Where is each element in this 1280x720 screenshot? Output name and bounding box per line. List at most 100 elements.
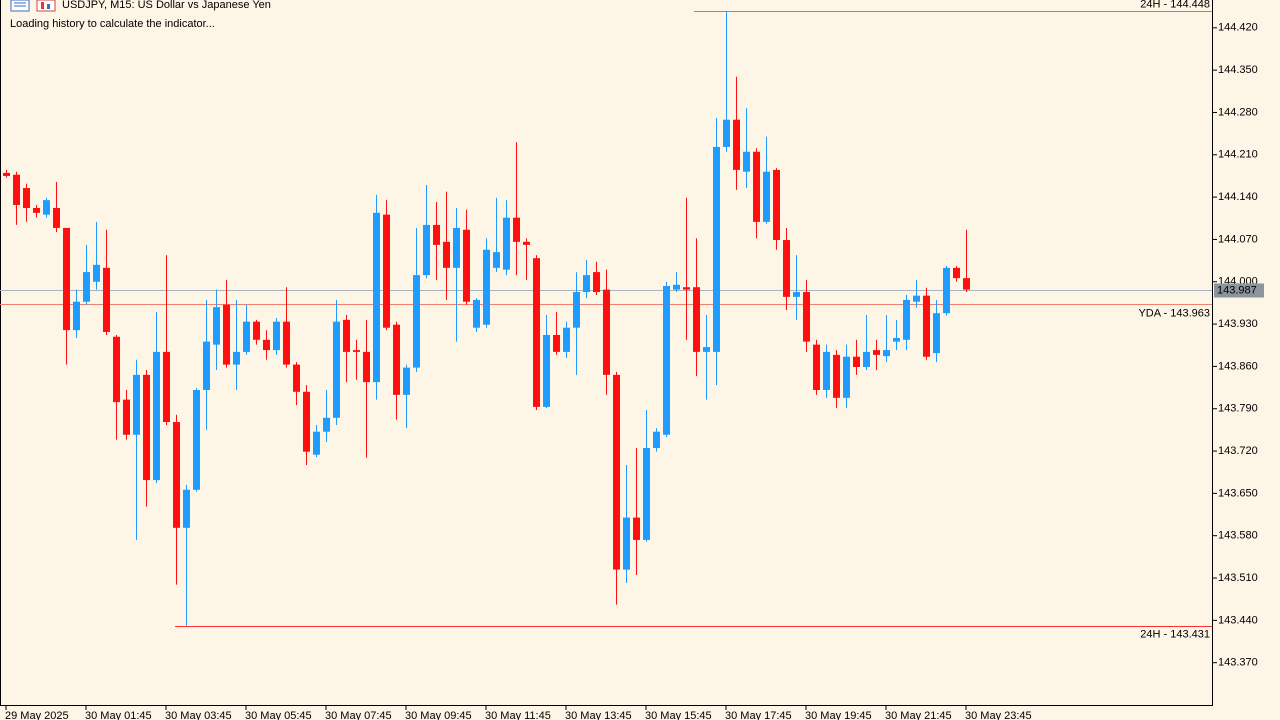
candle-body	[233, 351, 240, 365]
candle-body	[473, 299, 480, 328]
candle-body	[43, 200, 50, 215]
level-label: 24H - 144.448	[1140, 0, 1210, 10]
candle-body	[483, 249, 490, 325]
candle-body	[113, 336, 120, 403]
level-label: YDA - 143.963	[1138, 307, 1210, 319]
candle-body	[203, 341, 210, 390]
candle-body	[223, 304, 230, 365]
candle-body	[73, 301, 80, 331]
y-tick-label: 143.370	[1218, 657, 1258, 669]
candle-body	[53, 207, 60, 228]
candle-body	[643, 448, 650, 540]
candle-body	[593, 272, 600, 293]
x-tick-label: 30 May 01:45	[85, 710, 152, 720]
candle-body	[183, 489, 190, 528]
candle-body	[603, 289, 610, 375]
candle-body	[873, 350, 880, 355]
candle-body	[333, 321, 340, 418]
candle-body	[423, 224, 430, 276]
candle-body	[783, 240, 790, 297]
y-tick-label: 143.510	[1218, 572, 1258, 584]
x-tick-label: 30 May 11:45	[485, 710, 551, 720]
icon-chart	[36, 0, 56, 12]
candle-body	[143, 374, 150, 481]
candle-body	[353, 350, 360, 352]
candle-body	[213, 307, 220, 345]
candle-body	[83, 272, 90, 302]
candle-body	[673, 284, 680, 290]
candle-body	[193, 389, 200, 490]
candle-body	[713, 146, 720, 352]
candle-body	[883, 350, 890, 357]
candle-body	[663, 285, 670, 435]
y-tick-label: 143.650	[1218, 487, 1258, 499]
y-tick-label: 143.720	[1218, 445, 1258, 457]
candle-body	[443, 241, 450, 268]
candle-body	[413, 275, 420, 368]
candle-body	[703, 347, 710, 352]
candle-body	[23, 188, 30, 208]
candle-body	[843, 356, 850, 398]
x-tick-label: 30 May 21:45	[885, 710, 952, 720]
candle-body	[833, 354, 840, 398]
candle-body	[453, 227, 460, 268]
candle-body	[733, 119, 740, 170]
candle-body	[293, 364, 300, 392]
level-label: 24H - 143.431	[1140, 628, 1210, 640]
candle-body	[863, 351, 870, 368]
current-price-box	[1214, 283, 1264, 298]
candle-body	[173, 422, 180, 528]
candle-body	[613, 374, 620, 570]
candle-body	[723, 119, 730, 147]
y-tick-label: 143.930	[1218, 318, 1258, 330]
candle-body	[683, 287, 690, 290]
candle-body	[373, 212, 380, 383]
x-tick-label: 30 May 05:45	[245, 710, 312, 720]
y-tick-label: 143.580	[1218, 530, 1258, 542]
candle-body	[553, 334, 560, 352]
x-tick-label: 29 May 2025	[5, 710, 69, 720]
candle-body	[743, 151, 750, 172]
y-tick-label: 144.420	[1218, 22, 1258, 34]
candle-body	[923, 295, 930, 357]
y-tick-label: 144.350	[1218, 64, 1258, 76]
candle-body	[573, 292, 580, 328]
candle-body	[943, 267, 950, 314]
y-tick-label: 144.070	[1218, 233, 1258, 245]
candle-body	[523, 241, 530, 245]
y-tick-label: 144.280	[1218, 106, 1258, 118]
candle-body	[313, 431, 320, 455]
candle-body	[3, 172, 10, 176]
x-tick-label: 30 May 13:45	[565, 710, 632, 720]
x-tick-label: 30 May 17:45	[725, 710, 792, 720]
current-price-label: 143.987	[1217, 284, 1257, 296]
candle-body	[133, 374, 140, 435]
candle-body	[403, 367, 410, 395]
y-tick-label: 144.210	[1218, 149, 1258, 161]
candle-body	[243, 321, 250, 352]
candle-body	[273, 321, 280, 351]
candle-body	[633, 517, 640, 540]
candle-body	[433, 224, 440, 245]
candle-body	[33, 207, 40, 213]
candle-body	[163, 351, 170, 423]
candle-body	[803, 292, 810, 342]
candle-body	[913, 295, 920, 302]
candle-body	[253, 321, 260, 340]
candle-body	[303, 391, 310, 452]
candle-body	[903, 299, 910, 340]
candle-body	[323, 417, 330, 432]
candle-body	[533, 258, 540, 407]
y-tick-label: 143.860	[1218, 360, 1258, 372]
candle-body	[953, 267, 960, 279]
candle-body	[63, 227, 70, 331]
candle-body	[653, 431, 660, 449]
candle-body	[893, 337, 900, 342]
candle-body	[463, 229, 470, 302]
candle-body	[13, 174, 20, 205]
candle-body	[563, 327, 570, 352]
candle-body	[503, 217, 510, 270]
candle-body	[693, 287, 700, 352]
